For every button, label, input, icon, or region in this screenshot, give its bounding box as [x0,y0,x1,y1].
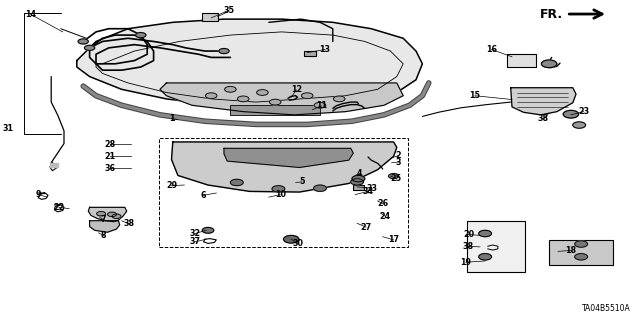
Polygon shape [90,221,120,232]
Circle shape [269,99,281,105]
Text: 27: 27 [360,223,372,232]
Bar [507,54,536,67]
Circle shape [575,241,588,247]
Text: 24: 24 [380,212,391,221]
Polygon shape [77,19,422,108]
Circle shape [78,39,88,44]
Circle shape [205,93,217,99]
Bar [159,138,408,247]
Text: 17: 17 [388,235,399,244]
Text: 14: 14 [25,10,36,19]
Circle shape [301,93,313,99]
Text: 9: 9 [36,190,41,199]
Bar [549,240,613,265]
Circle shape [237,96,249,102]
Text: 7: 7 [101,215,106,224]
Circle shape [314,102,326,108]
Circle shape [573,122,586,128]
Circle shape [352,175,365,182]
Text: 16: 16 [486,45,497,54]
Circle shape [230,179,243,186]
Text: 26: 26 [377,199,388,208]
Text: 34: 34 [362,187,374,196]
Text: 10: 10 [275,190,286,199]
Circle shape [136,33,146,38]
Polygon shape [160,83,403,115]
Bar [353,185,364,190]
Circle shape [108,212,116,217]
Circle shape [272,186,285,192]
Circle shape [219,48,229,54]
Text: 21: 21 [104,152,116,161]
Circle shape [351,179,364,185]
Circle shape [112,214,121,219]
Text: 25: 25 [390,174,401,182]
Text: 23: 23 [578,107,589,116]
Circle shape [314,185,326,191]
Circle shape [284,235,299,243]
Text: 6: 6 [201,191,206,200]
Circle shape [541,60,557,68]
Circle shape [84,45,95,50]
Text: 37: 37 [189,237,201,246]
Text: 11: 11 [316,101,327,110]
Text: 31: 31 [2,124,13,133]
Text: 15: 15 [469,91,481,100]
Text: 33: 33 [367,184,378,193]
Polygon shape [50,163,58,167]
Circle shape [388,174,399,179]
Circle shape [225,86,236,92]
Circle shape [479,254,492,260]
Text: 1: 1 [169,114,174,123]
Polygon shape [224,148,353,167]
Text: 20: 20 [463,230,474,239]
Text: 38: 38 [124,219,135,228]
Circle shape [333,96,345,102]
Text: 22: 22 [53,203,65,212]
Text: 35: 35 [223,6,235,15]
Circle shape [479,230,492,237]
Bar [467,221,525,272]
Circle shape [202,227,214,233]
Circle shape [563,110,579,118]
Circle shape [97,211,106,216]
Text: TA04B5510A: TA04B5510A [582,304,630,313]
Text: 36: 36 [104,164,116,173]
Polygon shape [511,88,576,115]
Text: 32: 32 [189,229,201,238]
Text: 3: 3 [396,158,401,167]
Text: 30: 30 [292,239,303,248]
Bar [202,13,218,21]
Text: 8: 8 [101,231,106,240]
Polygon shape [172,142,397,192]
Text: 18: 18 [565,246,577,255]
Text: 2: 2 [396,151,401,160]
Circle shape [257,90,268,95]
Text: 4: 4 [357,169,362,178]
Circle shape [575,254,588,260]
Bar [304,51,316,56]
Text: FR.: FR. [540,8,563,20]
Polygon shape [88,207,127,222]
Text: 5: 5 [300,177,305,186]
Text: 38: 38 [463,242,474,251]
Text: 12: 12 [291,85,302,94]
Text: 13: 13 [319,45,331,54]
Text: 28: 28 [104,140,116,149]
Text: 29: 29 [166,181,177,190]
Text: 38: 38 [537,114,548,123]
Text: 19: 19 [460,258,472,267]
Bar [230,105,320,115]
